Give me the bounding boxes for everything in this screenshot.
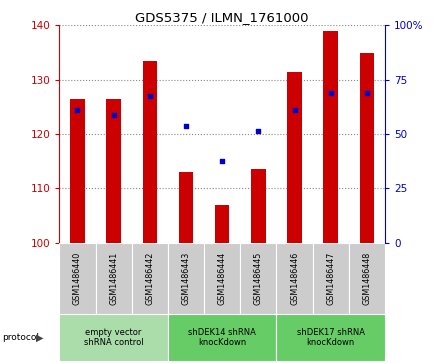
Text: GSM1486443: GSM1486443 bbox=[182, 252, 191, 305]
Text: protocol: protocol bbox=[2, 333, 39, 342]
Bar bbox=[313, 243, 349, 314]
Bar bbox=[168, 243, 204, 314]
Text: GSM1486440: GSM1486440 bbox=[73, 252, 82, 305]
Bar bbox=[204, 243, 240, 314]
Point bbox=[183, 123, 190, 129]
Bar bbox=[349, 243, 385, 314]
Bar bbox=[240, 243, 276, 314]
Bar bbox=[359, 53, 374, 243]
Text: GSM1486441: GSM1486441 bbox=[109, 252, 118, 305]
Bar bbox=[276, 243, 313, 314]
Text: GSM1486444: GSM1486444 bbox=[218, 252, 227, 305]
Text: GSM1486445: GSM1486445 bbox=[254, 252, 263, 305]
Point bbox=[74, 107, 81, 113]
Bar bbox=[168, 314, 276, 361]
Text: GSM1486442: GSM1486442 bbox=[145, 252, 154, 305]
Text: ▶: ▶ bbox=[36, 333, 44, 343]
Point bbox=[291, 107, 298, 113]
Text: GSM1486448: GSM1486448 bbox=[363, 252, 371, 305]
Bar bbox=[106, 99, 121, 243]
Point bbox=[219, 158, 226, 164]
Bar bbox=[179, 172, 193, 243]
Text: GSM1486447: GSM1486447 bbox=[326, 252, 335, 305]
Point bbox=[327, 90, 334, 96]
Point bbox=[147, 93, 154, 99]
Bar bbox=[132, 243, 168, 314]
Bar bbox=[143, 61, 157, 243]
Point bbox=[110, 112, 117, 118]
Text: GSM1486446: GSM1486446 bbox=[290, 252, 299, 305]
Bar bbox=[251, 170, 266, 243]
Bar bbox=[215, 205, 229, 243]
Text: empty vector
shRNA control: empty vector shRNA control bbox=[84, 328, 143, 347]
Title: GDS5375 / ILMN_1761000: GDS5375 / ILMN_1761000 bbox=[136, 11, 309, 24]
Bar bbox=[287, 72, 302, 243]
Point bbox=[363, 90, 370, 96]
Bar bbox=[276, 314, 385, 361]
Bar bbox=[59, 314, 168, 361]
Bar bbox=[59, 243, 95, 314]
Bar bbox=[323, 31, 338, 243]
Text: shDEK14 shRNA
knocKdown: shDEK14 shRNA knocKdown bbox=[188, 328, 256, 347]
Point bbox=[255, 129, 262, 134]
Bar bbox=[95, 243, 132, 314]
Bar bbox=[70, 99, 85, 243]
Text: shDEK17 shRNA
knocKdown: shDEK17 shRNA knocKdown bbox=[297, 328, 365, 347]
